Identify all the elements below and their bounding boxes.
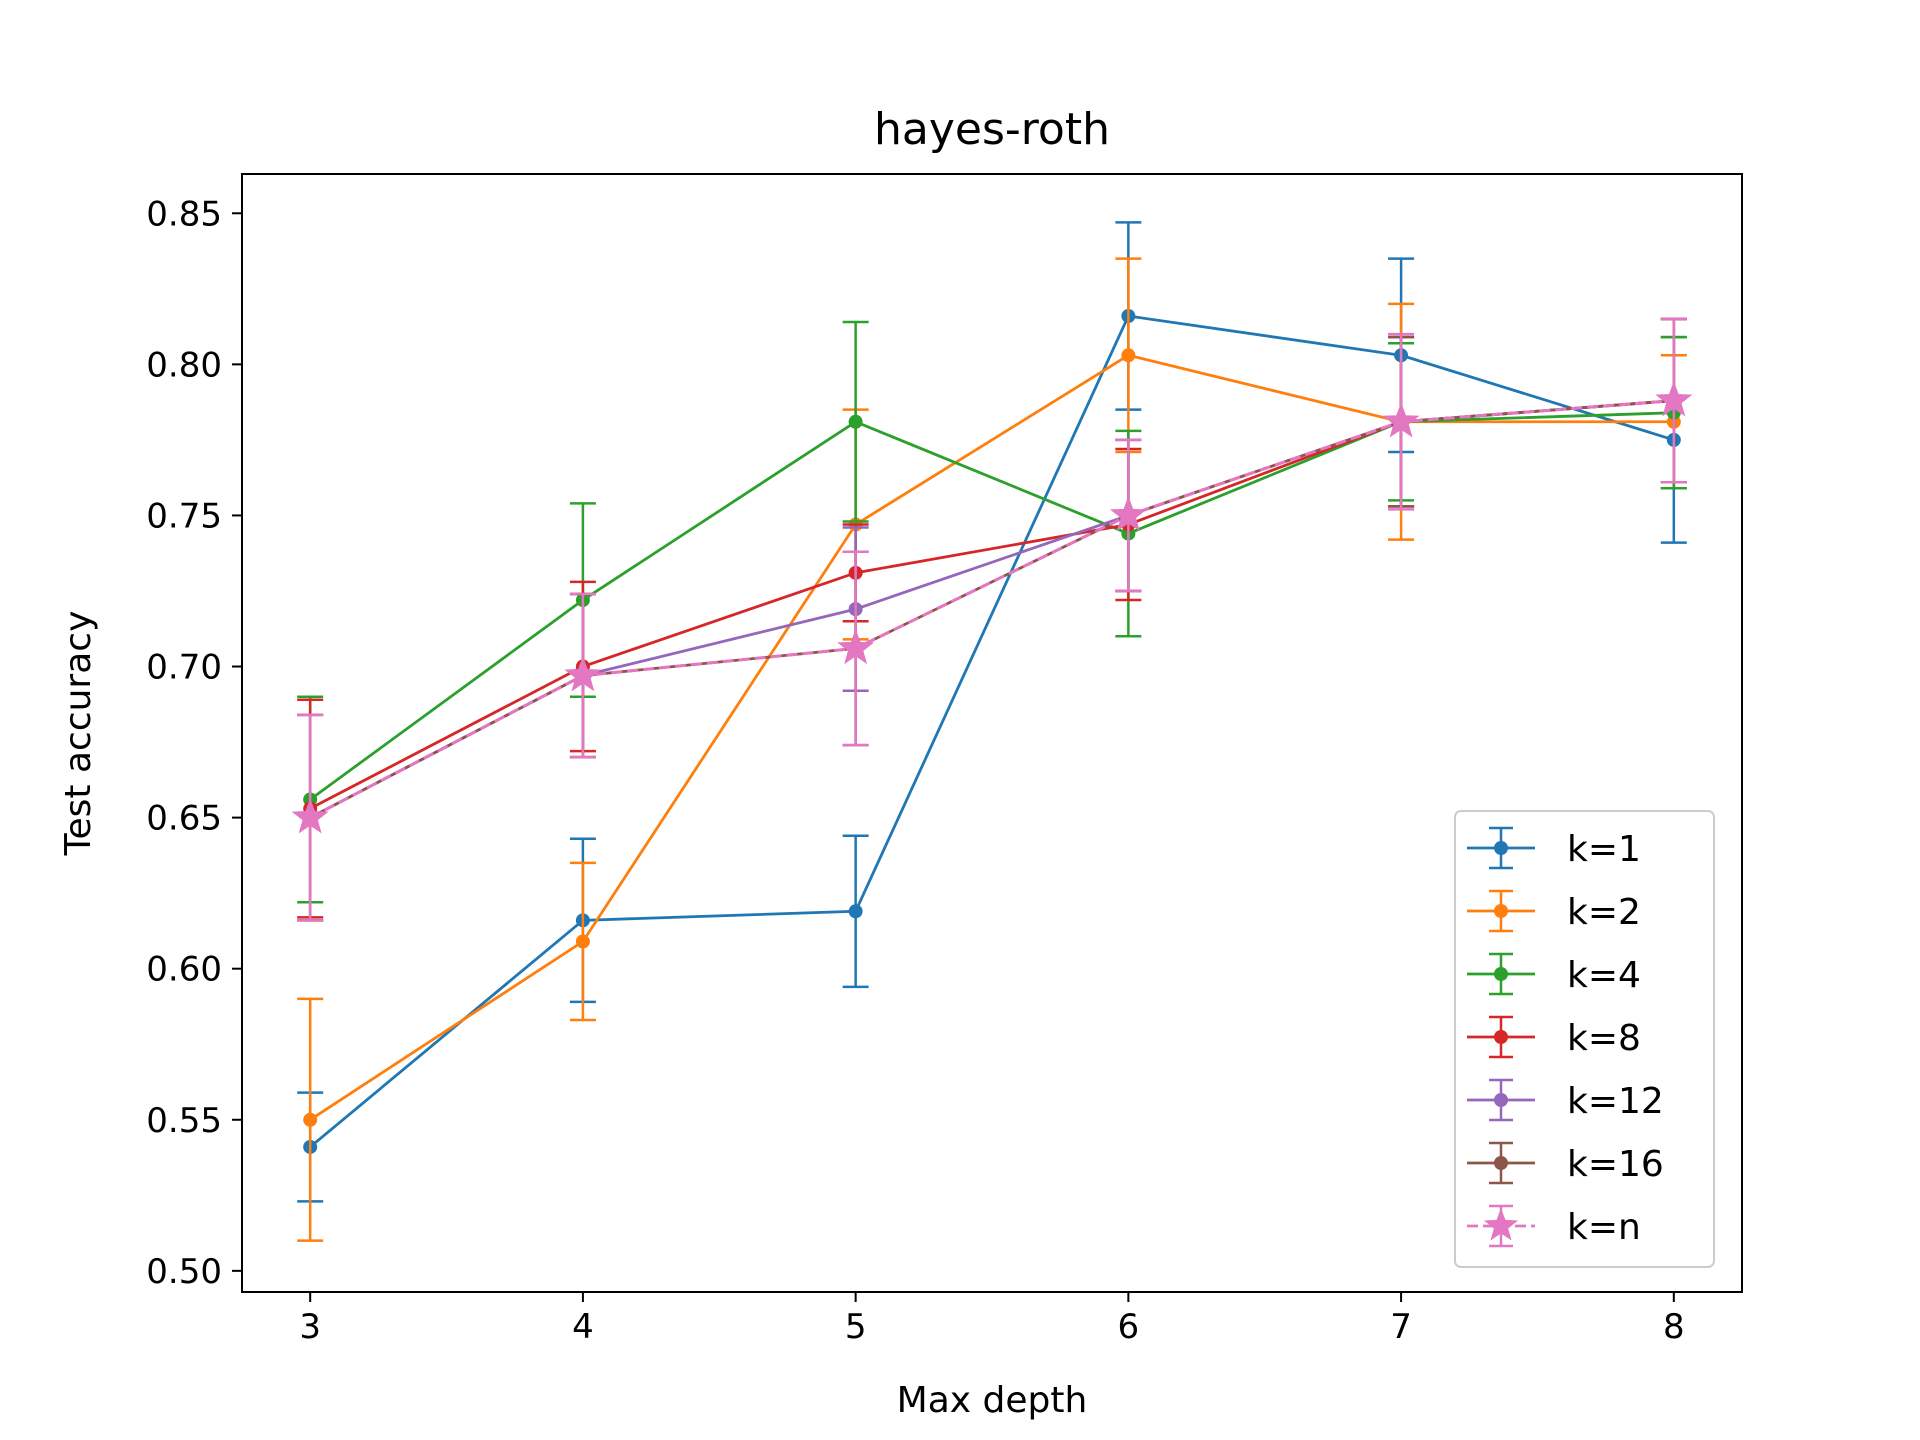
y-tick-label: 0.60: [146, 950, 222, 990]
data-point: [1121, 348, 1136, 363]
legend-entry: k=12: [1467, 1078, 1664, 1122]
legend-entry: k=8: [1467, 1015, 1641, 1059]
legend-label: k=12: [1567, 1081, 1664, 1122]
x-tick-label: 4: [572, 1307, 594, 1347]
legend-label: k=8: [1567, 1018, 1641, 1059]
legend-entry: k=16: [1467, 1141, 1664, 1185]
legend-marker: [1494, 1156, 1508, 1170]
y-tick-label: 0.55: [146, 1101, 222, 1141]
legend-label: k=1: [1567, 829, 1641, 870]
legend-marker: [1494, 967, 1508, 981]
legend: k=1 k=2 k=4 k=8 k=12 k=16 k=n: [1454, 810, 1715, 1268]
y-tick-label: 0.80: [146, 345, 222, 385]
x-tick-label: 6: [1118, 1307, 1140, 1347]
y-tick-label: 0.70: [146, 648, 222, 688]
y-tick-label: 0.85: [146, 194, 222, 234]
legend-entry: k=2: [1467, 889, 1641, 933]
x-tick-label: 8: [1663, 1307, 1685, 1347]
legend-label: k=16: [1567, 1144, 1664, 1185]
x-axis: 3 4 5 6 7 8: [299, 1292, 1685, 1347]
legend-label: k=n: [1567, 1207, 1641, 1248]
legend-entry: k=4: [1467, 952, 1641, 996]
data-point: [575, 934, 590, 949]
y-axis: 0.50 0.55 0.60 0.65 0.70 0.75 0.80 0.85: [146, 194, 242, 1292]
plot-frame: [241, 173, 1743, 1293]
series-line: [309, 411, 1674, 801]
data-point: [564, 656, 602, 692]
plot-layer: [291, 221, 1693, 1242]
series-k=n: [291, 317, 1693, 922]
y-axis-label: Test accuracy: [58, 611, 99, 857]
data-point: [1109, 495, 1147, 532]
x-axis-label: Max depth: [897, 1380, 1088, 1421]
x-tick-label: 7: [1390, 1307, 1412, 1347]
y-tick-label: 0.50: [146, 1252, 222, 1292]
data-point: [1382, 402, 1420, 438]
legend-entry: k=n: [1467, 1204, 1641, 1248]
legend-box: [1454, 810, 1715, 1268]
data-point: [848, 904, 863, 919]
data-point: [1655, 381, 1693, 417]
legend-marker: [1494, 904, 1508, 918]
series-line: [309, 399, 1674, 819]
data-point: [848, 414, 863, 429]
data-point: [837, 628, 875, 665]
legend-marker: [1483, 1208, 1519, 1241]
legend-entry: k=1: [1467, 826, 1641, 870]
data-point: [291, 798, 329, 834]
chart-title: hayes-roth: [874, 104, 1110, 155]
legend-marker: [1494, 841, 1508, 855]
legend-marker: [1494, 1093, 1508, 1107]
series-line: [309, 353, 1674, 1121]
x-tick-label: 5: [845, 1307, 867, 1347]
legend-label: k=4: [1567, 955, 1641, 996]
y-tick-label: 0.75: [146, 496, 222, 536]
legend-marker: [1494, 1030, 1508, 1044]
x-tick-label: 3: [299, 1307, 321, 1347]
legend-label: k=2: [1567, 892, 1641, 933]
y-tick-label: 0.65: [146, 799, 222, 839]
data-point: [303, 1112, 318, 1127]
series-line: [309, 314, 1675, 1149]
